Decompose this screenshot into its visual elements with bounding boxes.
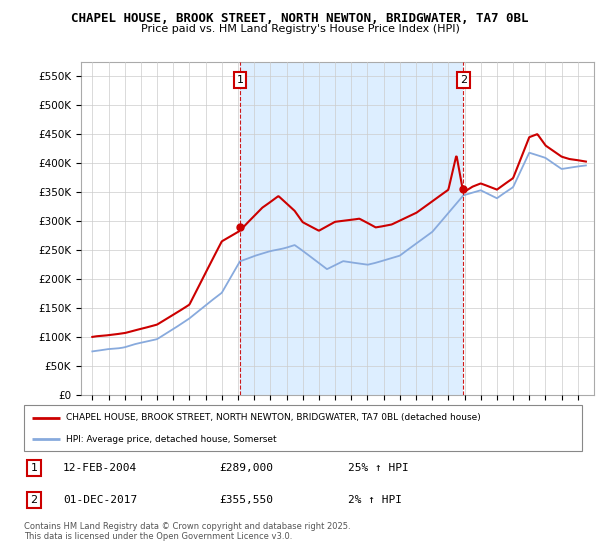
Text: HPI: Average price, detached house, Somerset: HPI: Average price, detached house, Some… [66, 435, 277, 444]
Text: 01-DEC-2017: 01-DEC-2017 [63, 495, 137, 505]
Text: CHAPEL HOUSE, BROOK STREET, NORTH NEWTON, BRIDGWATER, TA7 0BL: CHAPEL HOUSE, BROOK STREET, NORTH NEWTON… [71, 12, 529, 25]
Text: 25% ↑ HPI: 25% ↑ HPI [347, 463, 409, 473]
Text: Price paid vs. HM Land Registry's House Price Index (HPI): Price paid vs. HM Land Registry's House … [140, 24, 460, 34]
Text: CHAPEL HOUSE, BROOK STREET, NORTH NEWTON, BRIDGWATER, TA7 0BL (detached house): CHAPEL HOUSE, BROOK STREET, NORTH NEWTON… [66, 413, 481, 422]
Text: 2: 2 [460, 75, 467, 85]
FancyBboxPatch shape [24, 405, 582, 451]
Text: Contains HM Land Registry data © Crown copyright and database right 2025.
This d: Contains HM Land Registry data © Crown c… [24, 522, 350, 542]
Text: 1: 1 [31, 463, 38, 473]
Text: £289,000: £289,000 [220, 463, 273, 473]
Text: 1: 1 [236, 75, 244, 85]
Text: 2% ↑ HPI: 2% ↑ HPI [347, 495, 401, 505]
Text: £355,550: £355,550 [220, 495, 273, 505]
Text: 2: 2 [31, 495, 38, 505]
Text: 12-FEB-2004: 12-FEB-2004 [63, 463, 137, 473]
Bar [240, 62, 463, 395]
